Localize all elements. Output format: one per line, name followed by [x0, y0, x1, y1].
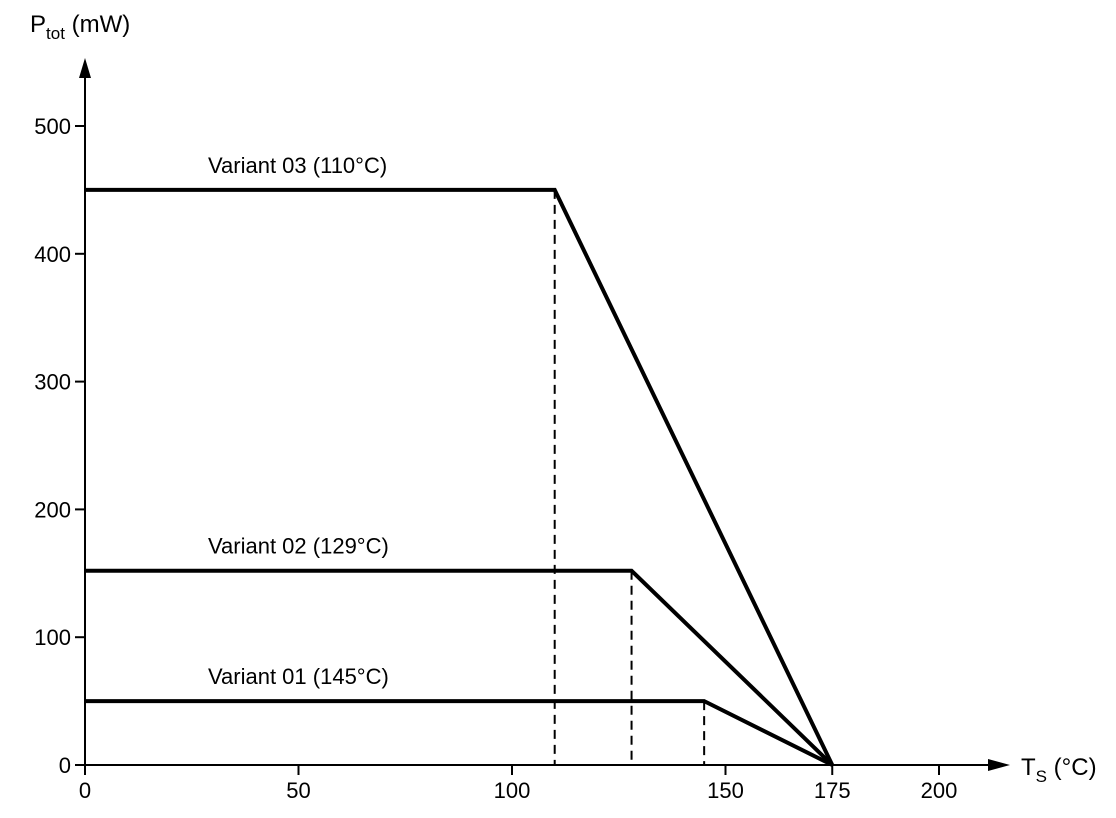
- x-tick-label: 100: [494, 778, 531, 803]
- x-axis-title: TS (°C): [1021, 754, 1097, 786]
- x-tick-label: 175: [814, 778, 851, 803]
- series-label-1: Variant 03 (110°C): [208, 153, 387, 178]
- y-tick-label: 500: [34, 114, 71, 139]
- series-line-1: [85, 187, 835, 766]
- axes: [79, 58, 1010, 771]
- x-tick-label: 50: [286, 778, 310, 803]
- y-tick-label: 400: [34, 242, 71, 267]
- series-line-3: [85, 699, 834, 767]
- x-axis-arrow: [988, 759, 1010, 771]
- y-tick-label: 300: [34, 370, 71, 395]
- x-tick-label: 0: [79, 778, 91, 803]
- x-tick-label: 150: [707, 778, 744, 803]
- y-tick-label: 100: [34, 625, 71, 650]
- y-axis-arrow: [79, 58, 91, 78]
- series-group: [85, 187, 835, 767]
- y-tick-label: 0: [59, 753, 71, 778]
- series-label-3: Variant 01 (145°C): [208, 664, 389, 689]
- ticks: 0 100 200 300 400 500 0 50 100 150 175 200: [34, 114, 957, 803]
- x-tick-label: 200: [921, 778, 958, 803]
- series-label-2: Variant 02 (129°C): [208, 534, 389, 559]
- y-tick-label: 200: [34, 497, 71, 522]
- series-line-2: [85, 568, 834, 767]
- y-axis-title: Ptot (mW): [30, 11, 130, 43]
- labels: Ptot (mW) TS (°C) Variant 03 (110°C) Varian…: [30, 11, 1097, 786]
